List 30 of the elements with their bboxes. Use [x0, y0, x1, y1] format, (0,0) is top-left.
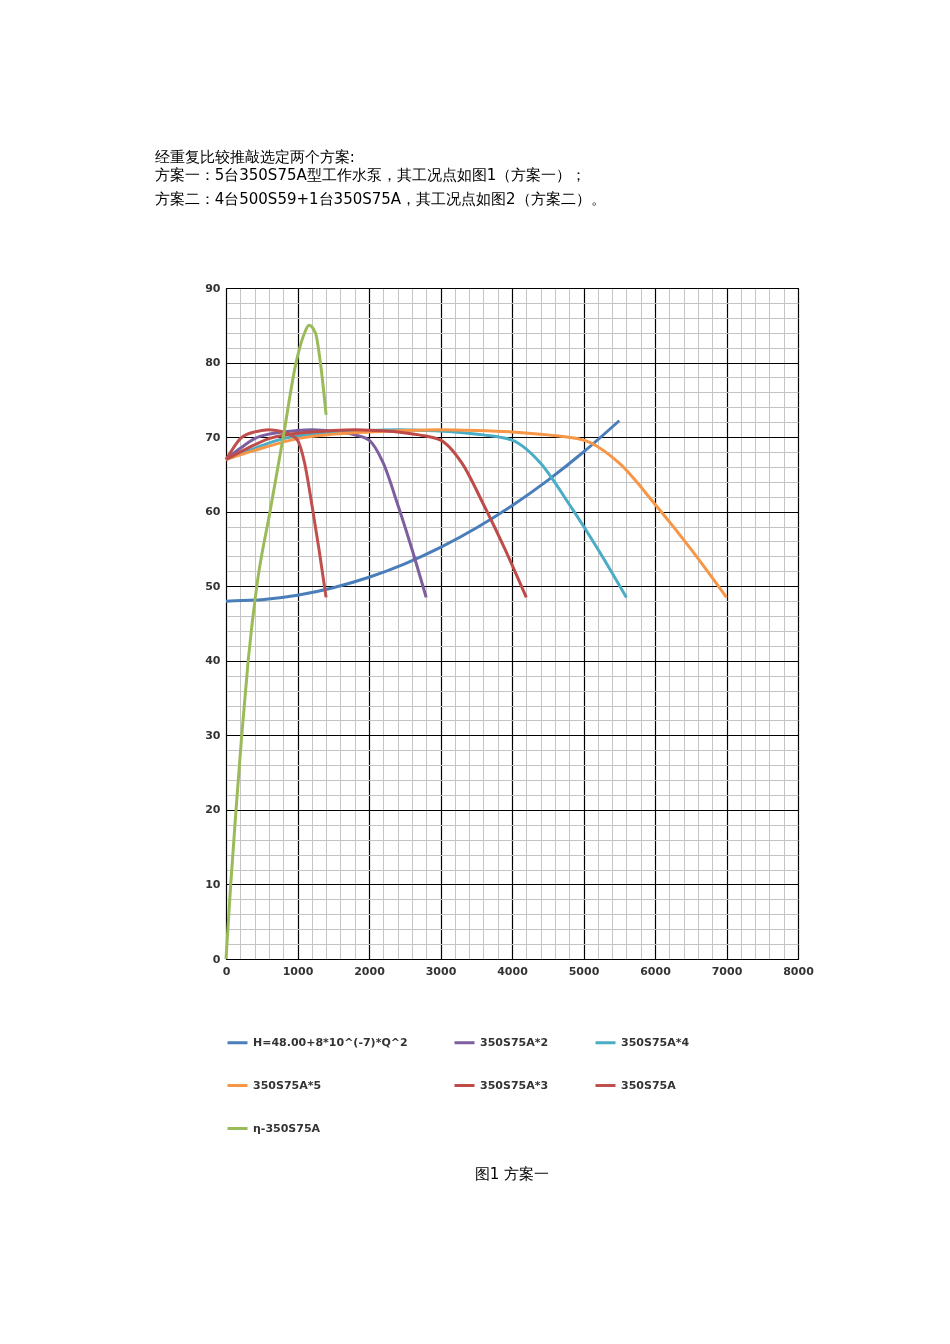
y-tick-label: 20	[205, 803, 221, 817]
y-tick-label: 90	[205, 281, 221, 295]
x-tick-label: 5000	[568, 964, 600, 978]
x-tick-label: 8000	[783, 964, 815, 978]
x-tick-label: 2000	[354, 964, 386, 978]
chart-subtitle: 方案一：5台350S75A型工作水泵，其工况点如图1（方案一）；	[154, 166, 587, 184]
x-tick-label: 4000	[497, 964, 529, 978]
legend-label: η-350S75A	[253, 1121, 321, 1135]
legend-label: 350S75A*2	[480, 1035, 549, 1049]
chart-title: 经重复比较推敲选定两个方案:	[154, 148, 355, 166]
x-tick-label: 1000	[282, 964, 314, 978]
legend-label: 350S75A*4	[621, 1035, 690, 1049]
x-tick-label: 0	[222, 964, 231, 978]
y-tick-label: 10	[205, 877, 221, 891]
y-tick-label: 0	[212, 952, 221, 966]
y-tick-label: 70	[205, 430, 221, 444]
legend-label: 350S75A*5	[253, 1078, 322, 1092]
legend-label: H=48.00+8*10^(-7)*Q^2	[253, 1035, 408, 1049]
text: 方案二：4台500S59+1台350S75A，其工况点如图2（方案二）。	[154, 190, 606, 208]
y-tick-label: 40	[205, 654, 221, 668]
caption: 图1 方案一	[474, 1165, 550, 1183]
legend-label: 350S75A*3	[480, 1078, 549, 1092]
y-tick-label: 50	[205, 579, 221, 593]
x-tick-label: 7000	[711, 964, 743, 978]
x-tick-label: 3000	[425, 964, 457, 978]
y-tick-label: 80	[205, 356, 221, 370]
legend-label: 350S75A	[621, 1078, 677, 1092]
x-tick-label: 6000	[640, 964, 672, 978]
y-tick-label: 30	[205, 728, 221, 742]
y-tick-label: 60	[205, 505, 221, 519]
